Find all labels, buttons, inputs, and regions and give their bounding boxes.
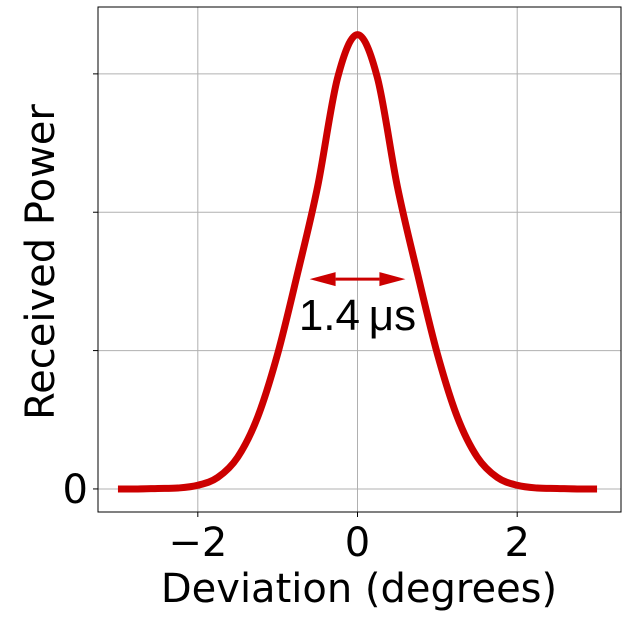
axis-ticks: −2 0 2 0 (63, 73, 530, 566)
x-tick-label: −2 (168, 520, 227, 566)
y-tick-label: 0 (63, 467, 88, 513)
annotations: 1.4 μs (299, 272, 416, 340)
arrow-head-left (309, 272, 336, 287)
plot-area (98, 7, 621, 512)
series (117, 31, 598, 493)
x-tick-label: 0 (345, 520, 370, 566)
series-line (117, 31, 598, 493)
arrow-head-right (379, 272, 406, 287)
y-axis-label: Received Power (18, 104, 64, 420)
x-tick-label: 2 (504, 520, 529, 566)
x-axis-label: Deviation (degrees) (161, 566, 557, 612)
plot-frame (97, 6, 622, 513)
annotation-label: 1.4 μs (299, 291, 416, 340)
